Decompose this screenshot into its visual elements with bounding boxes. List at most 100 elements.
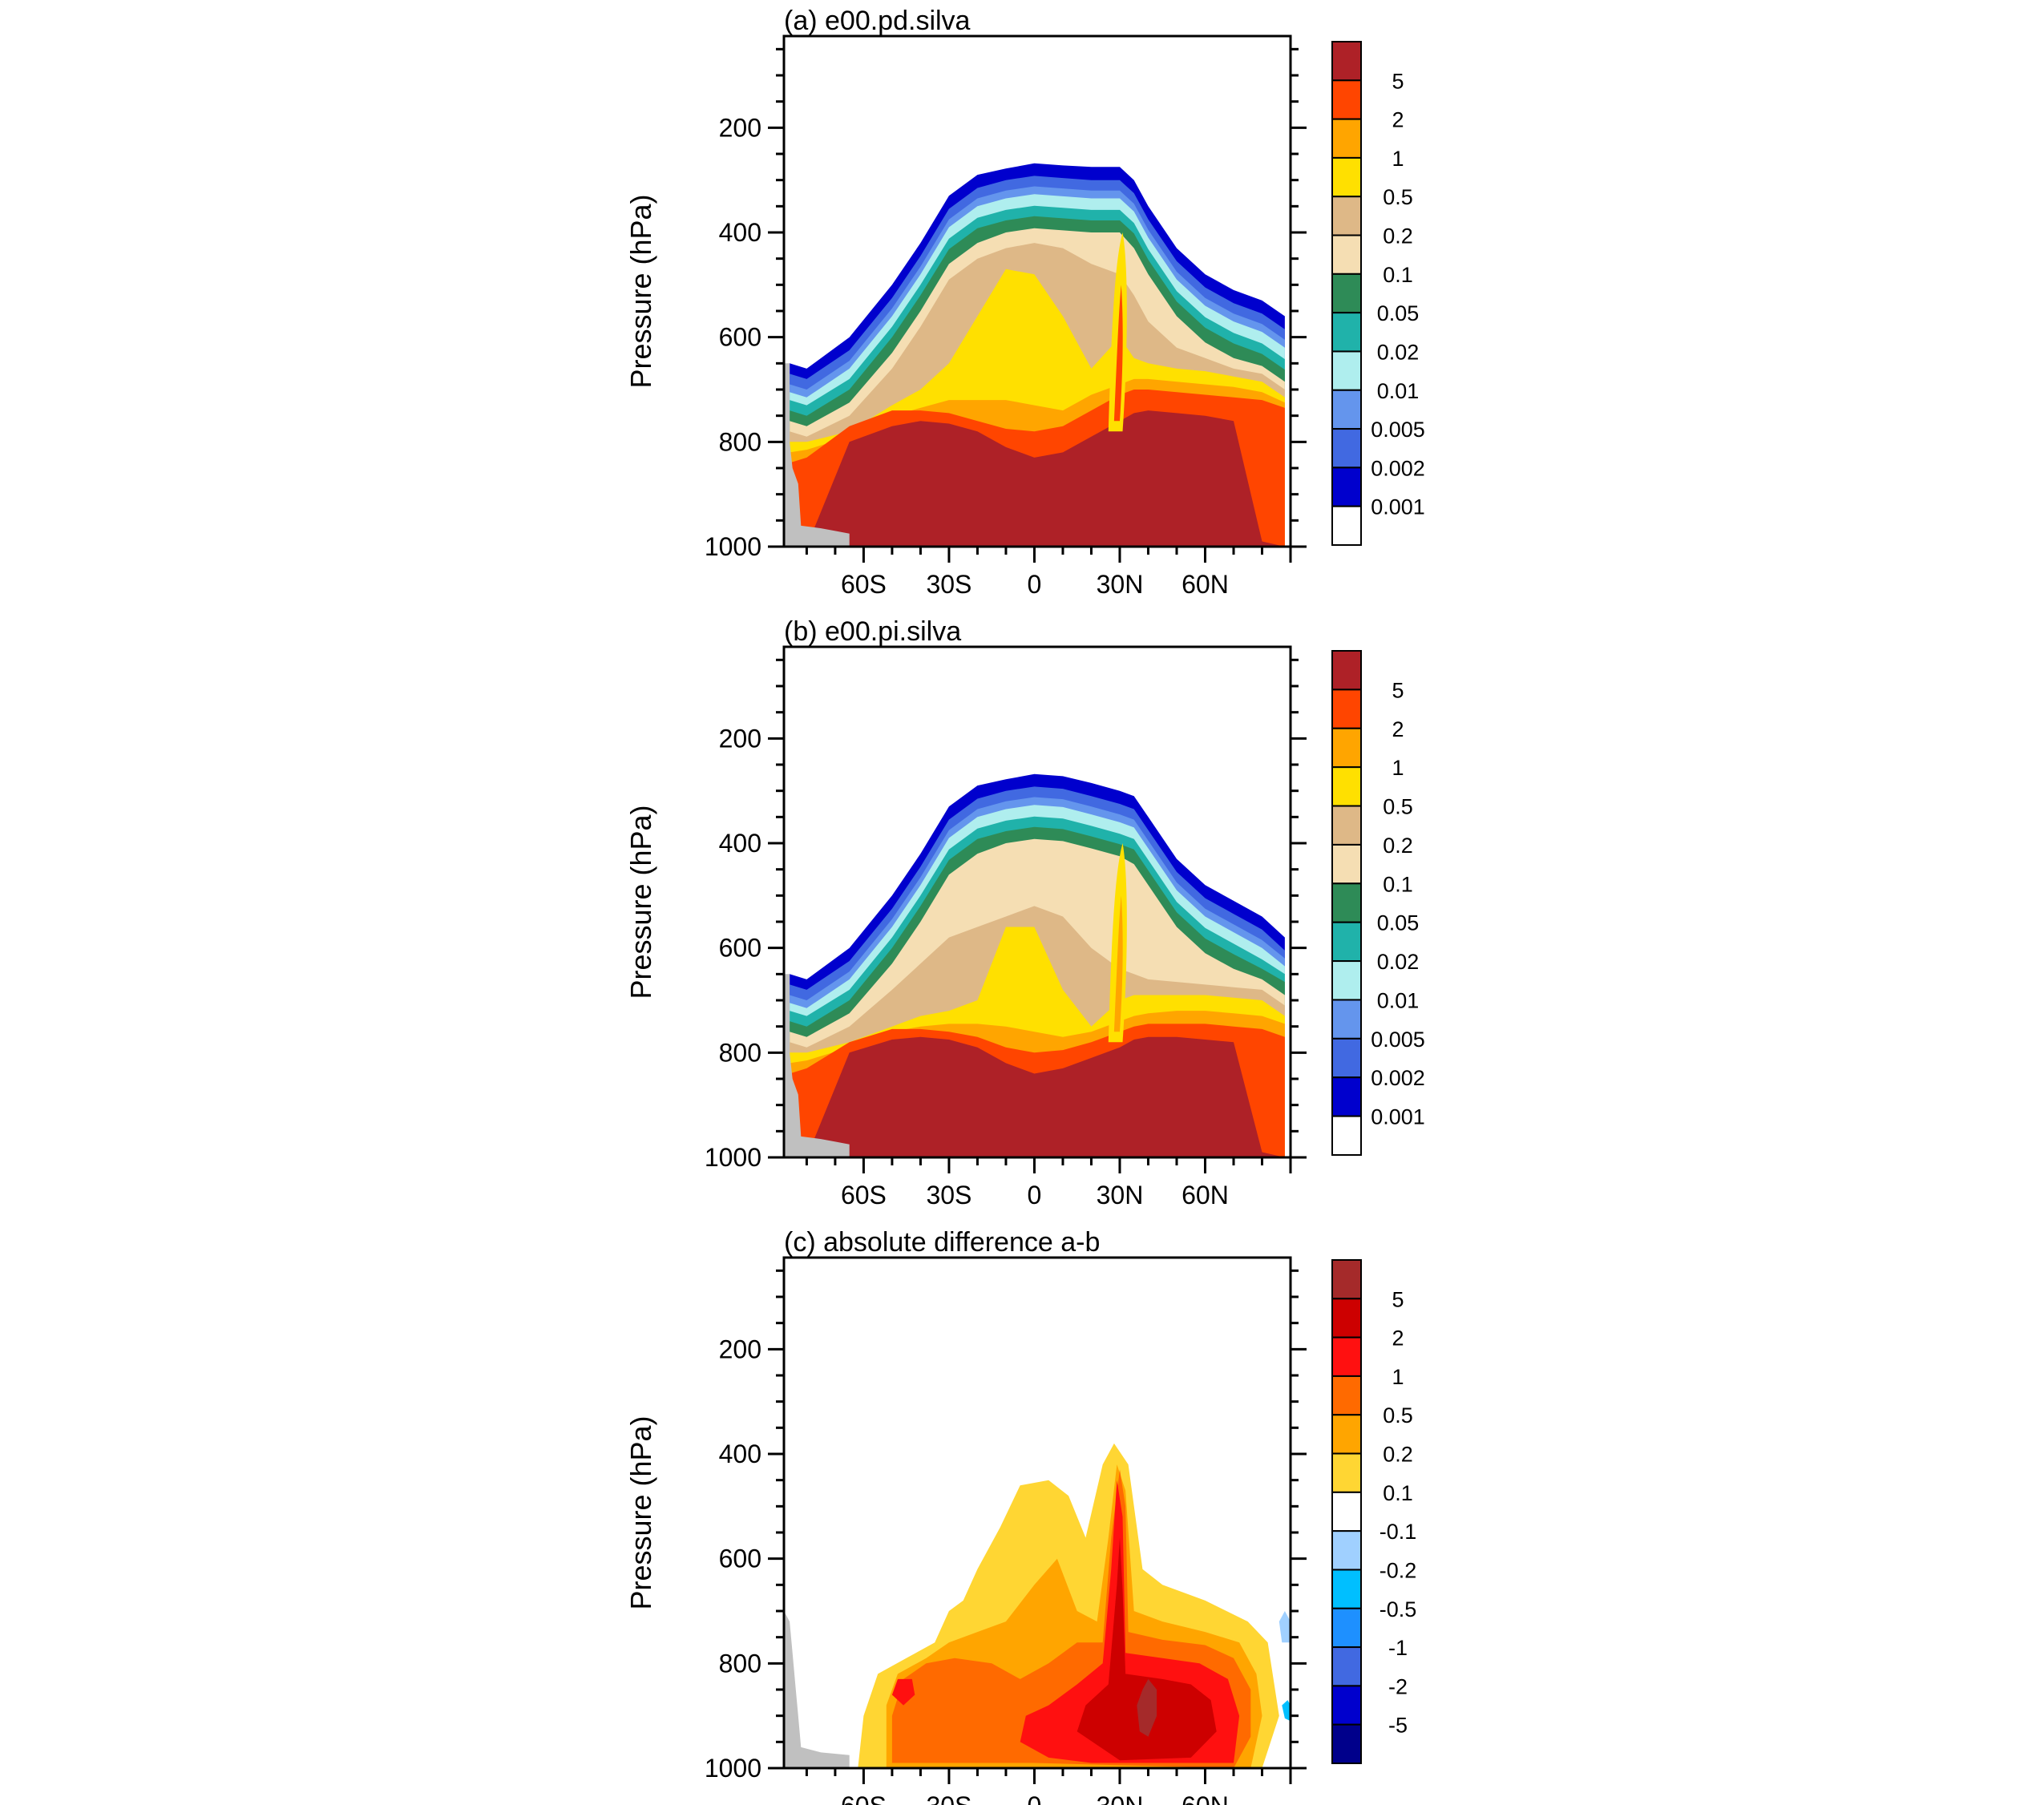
colorbar-label: 0.02 (1377, 950, 1420, 974)
colorbar-swatch (1331, 312, 1362, 353)
colorbar-label: 0.01 (1377, 379, 1420, 403)
difference-region-6 (891, 1678, 915, 1706)
colorbar-label: -0.1 (1379, 1520, 1417, 1544)
colorbar-swatch (1331, 1037, 1362, 1079)
colorbar-swatch (1331, 1723, 1362, 1765)
x-tick-label: 60S (841, 570, 887, 599)
colorbar-label: -2 (1388, 1674, 1408, 1698)
colorbar-label: 0.002 (1371, 1066, 1425, 1090)
colorbar-label: 0.05 (1377, 911, 1420, 935)
topography-mask (784, 363, 850, 547)
y-tick-label: 800 (719, 1038, 761, 1067)
colorbar-label: 5 (1392, 678, 1404, 702)
colorbar-swatch (1331, 1115, 1362, 1156)
colorbar-label: 0.1 (1383, 263, 1413, 287)
colorbar-swatch (1331, 1298, 1362, 1339)
plume (1108, 232, 1127, 432)
colorbar-label: 0.1 (1383, 1481, 1413, 1505)
colorbar-swatch (1331, 1491, 1362, 1532)
panel-title: (a) e00.pd.silva (784, 6, 971, 36)
colorbar-swatch (1331, 1336, 1362, 1377)
colorbar-label: 0.005 (1371, 418, 1425, 442)
plot-frame (782, 1256, 1292, 1770)
colorbar-label: -5 (1388, 1714, 1408, 1738)
panel-a: (a) e00.pd.silva 200 400 600 800 1000 60S 30S 0 3… (624, 6, 1425, 599)
y-tick-label: 200 (719, 724, 761, 753)
colorbar-swatch (1331, 960, 1362, 1001)
colorbar-label: 2 (1392, 717, 1404, 741)
x-tick-label: 30S (926, 570, 972, 599)
x-tick-label: 60S (841, 1791, 887, 1805)
colorbar: 5 2 1 0.5 0.2 0.1 0.05 0.02 0.01 0.005 0.002 0.001 (1331, 41, 1425, 547)
colorbar-label: 1 (1392, 147, 1404, 171)
colorbar-label: 2 (1392, 1326, 1404, 1351)
colorbar-label: 0.5 (1383, 795, 1413, 819)
colorbar: 5 2 1 0.5 0.2 0.1 -0.1 -0.2 -0.5 -1 -2 -5 (1331, 1259, 1417, 1765)
colorbar-label: -0.5 (1379, 1597, 1417, 1621)
contour-fill-11 (790, 410, 1285, 547)
colorbar-swatch (1331, 389, 1362, 430)
colorbar: 5 2 1 0.5 0.2 0.1 0.05 0.02 0.01 0.005 0.002 0.001 (1331, 650, 1425, 1156)
colorbar-swatch (1331, 1569, 1362, 1609)
contour-fill-11 (790, 1036, 1285, 1157)
plot-frame (782, 34, 1292, 548)
colorbar-label: 0.005 (1371, 1028, 1425, 1052)
colorbar-label: -1 (1388, 1636, 1408, 1660)
y-tick-label: 600 (719, 934, 761, 963)
negative-region (1279, 1611, 1291, 1643)
colorbar-swatch (1331, 41, 1362, 82)
difference-region-5 (1137, 1678, 1157, 1737)
colorbar-label: 0.2 (1383, 224, 1413, 248)
x-tick-label: 30N (1097, 1791, 1144, 1805)
colorbar-swatch (1331, 505, 1362, 547)
plot-area (784, 1443, 1291, 1768)
colorbar-swatch (1331, 843, 1362, 885)
panel-title: (b) e00.pi.silva (784, 616, 961, 647)
y-tick-label: 1000 (705, 1754, 761, 1783)
colorbar-swatch (1331, 766, 1362, 807)
colorbar-swatch (1331, 1452, 1362, 1493)
colorbar-swatch (1331, 273, 1362, 314)
colorbar-swatch (1331, 1259, 1362, 1300)
colorbar-swatch (1331, 1414, 1362, 1455)
x-tick-label: 60N (1182, 1181, 1229, 1209)
colorbar-label: -0.2 (1379, 1558, 1417, 1582)
colorbar-swatch (1331, 156, 1362, 198)
panel-c: (c) absolute difference a-b 200 400 600 800 1… (624, 1227, 1416, 1805)
colorbar-swatch (1331, 805, 1362, 846)
x-tick-label: 60N (1182, 1791, 1229, 1805)
negative-region-2 (1282, 1700, 1291, 1722)
colorbar-label: 0.001 (1371, 1105, 1425, 1129)
difference-region-4 (1077, 1537, 1217, 1761)
y-tick-label: 200 (719, 113, 761, 142)
plot-frame (782, 645, 1292, 1159)
colorbar-swatch (1331, 428, 1362, 469)
colorbar-label: 0.01 (1377, 988, 1420, 1012)
colorbar-label: 0.05 (1377, 301, 1420, 325)
colorbar-label: 0.2 (1383, 834, 1413, 858)
topography-mask (784, 974, 850, 1157)
y-axis-label: Pressure (hPa) (624, 194, 657, 388)
x-tick-label: 0 (1028, 570, 1042, 599)
y-tick-label: 200 (719, 1335, 761, 1363)
y-tick-label: 1000 (705, 1143, 761, 1172)
y-tick-label: 800 (719, 427, 761, 456)
colorbar-swatch (1331, 196, 1362, 236)
y-tick-label: 600 (719, 1545, 761, 1573)
y-axis-label: Pressure (hPa) (624, 805, 657, 999)
colorbar-swatch (1331, 1685, 1362, 1726)
colorbar-swatch (1331, 1375, 1362, 1416)
colorbar-swatch (1331, 650, 1362, 691)
colorbar-label: 0.001 (1371, 495, 1425, 519)
panel-title: (c) absolute difference a-b (784, 1227, 1100, 1258)
colorbar-label: 5 (1392, 1287, 1404, 1311)
plot-area (784, 773, 1285, 1157)
colorbar-swatch (1331, 882, 1362, 923)
colorbar-swatch (1331, 1646, 1362, 1687)
plume-core (1113, 285, 1123, 422)
y-tick-label: 400 (719, 1440, 761, 1468)
colorbar-swatch (1331, 999, 1362, 1040)
y-tick-label: 600 (719, 323, 761, 352)
colorbar-swatch (1331, 688, 1362, 729)
